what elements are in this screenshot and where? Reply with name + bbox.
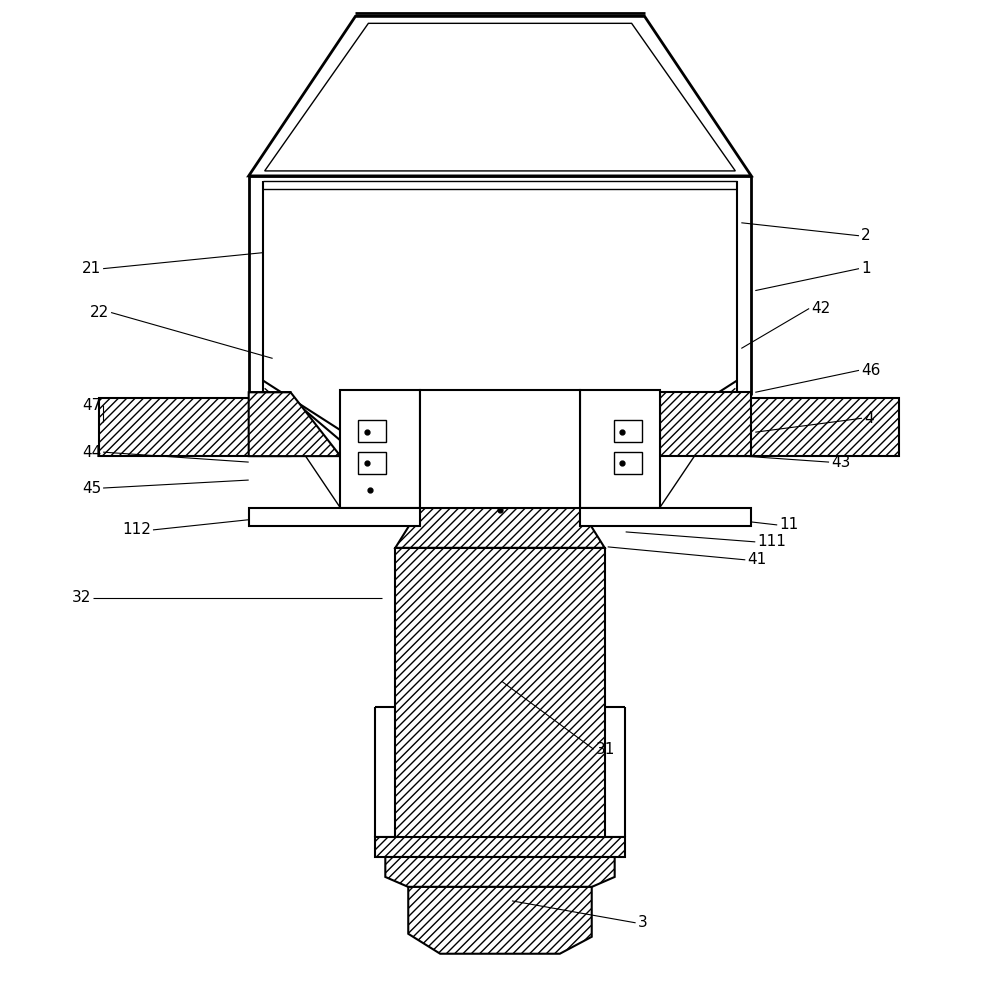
- Polygon shape: [408, 887, 592, 954]
- Text: 47: 47: [82, 398, 101, 413]
- Polygon shape: [248, 16, 752, 176]
- Text: 111: 111: [758, 534, 787, 549]
- Polygon shape: [358, 420, 386, 442]
- Polygon shape: [660, 392, 752, 456]
- Polygon shape: [420, 390, 580, 508]
- Text: 43: 43: [831, 455, 850, 470]
- Polygon shape: [264, 23, 736, 171]
- Text: 11: 11: [780, 517, 799, 532]
- Polygon shape: [614, 452, 642, 474]
- Text: 1: 1: [861, 261, 870, 276]
- Text: 4: 4: [864, 411, 873, 426]
- Text: 32: 32: [72, 590, 91, 605]
- Polygon shape: [375, 837, 625, 857]
- Polygon shape: [99, 398, 290, 456]
- Text: 42: 42: [812, 301, 831, 316]
- Polygon shape: [712, 398, 899, 456]
- Polygon shape: [248, 508, 420, 526]
- Text: 22: 22: [90, 305, 109, 320]
- Text: 44: 44: [82, 445, 101, 460]
- Text: 46: 46: [861, 363, 880, 378]
- Polygon shape: [248, 392, 340, 456]
- Polygon shape: [580, 390, 660, 508]
- Text: 45: 45: [82, 481, 101, 496]
- Polygon shape: [395, 548, 605, 857]
- Text: 31: 31: [596, 742, 615, 757]
- Text: 21: 21: [82, 261, 101, 276]
- Polygon shape: [614, 420, 642, 442]
- Text: 112: 112: [122, 522, 151, 537]
- Polygon shape: [395, 508, 605, 548]
- Polygon shape: [580, 508, 752, 526]
- Polygon shape: [340, 390, 420, 508]
- Polygon shape: [385, 857, 615, 887]
- Text: 3: 3: [638, 915, 647, 930]
- Text: 2: 2: [861, 228, 870, 243]
- Text: 41: 41: [748, 552, 767, 567]
- Polygon shape: [358, 452, 386, 474]
